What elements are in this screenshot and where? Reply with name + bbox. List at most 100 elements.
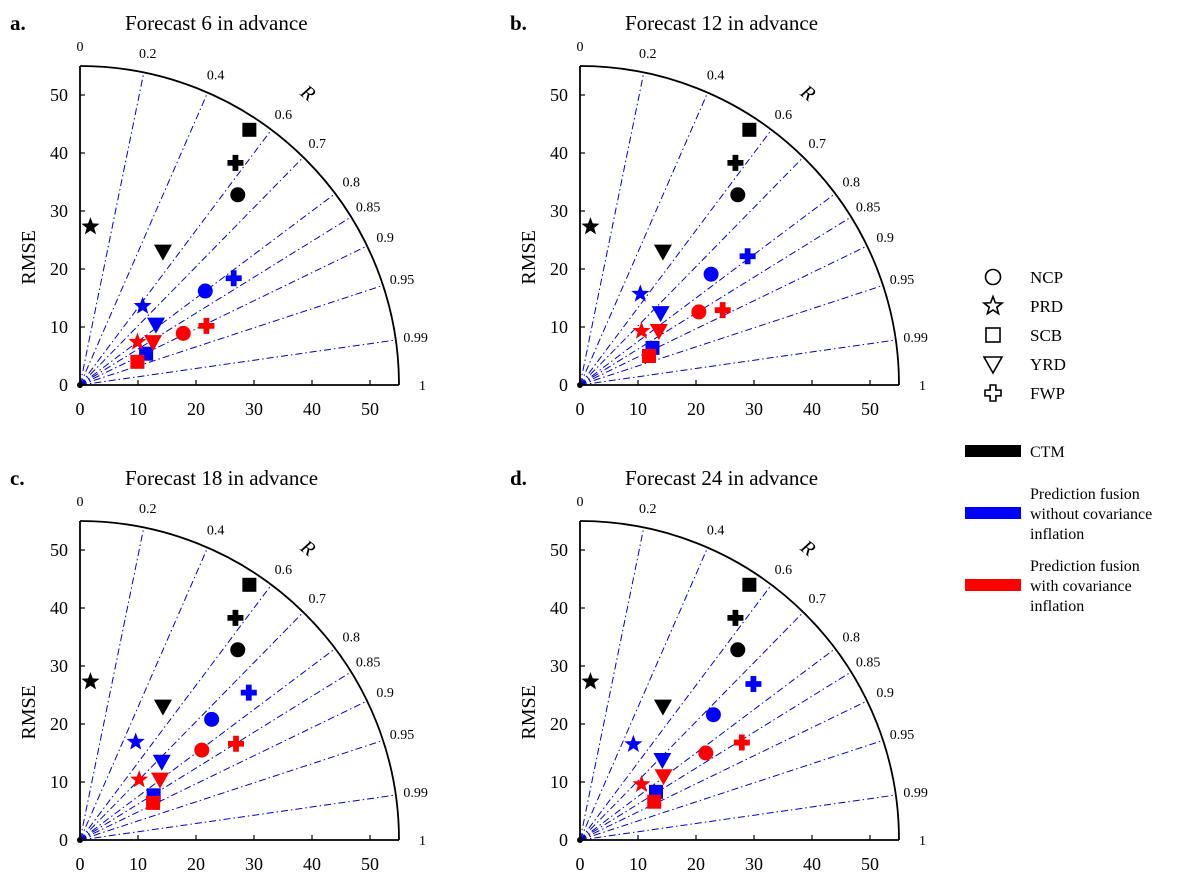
correlation-ray bbox=[579, 193, 836, 386]
legend-region-label: NCP bbox=[1030, 268, 1063, 287]
x-tick-label: 30 bbox=[745, 399, 763, 419]
data-point-prd bbox=[581, 217, 600, 235]
origin-point bbox=[77, 382, 83, 388]
panel-letter: d. bbox=[510, 466, 527, 490]
data-point-scb bbox=[146, 795, 161, 810]
correlation-tick-label: 0.95 bbox=[890, 728, 915, 743]
data-point-ncp bbox=[230, 187, 246, 203]
legend-prd-marker bbox=[981, 294, 1005, 316]
legend-method-swatch bbox=[965, 507, 1021, 519]
data-point-ncp bbox=[698, 745, 714, 761]
correlation-ray bbox=[579, 156, 804, 386]
data-point-scb bbox=[242, 577, 257, 592]
legend-method-swatch bbox=[965, 579, 1021, 591]
correlation-tick-label: 0.9 bbox=[376, 231, 394, 246]
correlation-tick-label: 0.2 bbox=[139, 502, 157, 517]
data-point-ncp bbox=[204, 711, 220, 727]
data-point-yrd bbox=[153, 244, 172, 261]
y-tick-label: 10 bbox=[50, 772, 68, 792]
legend-region-label: FWP bbox=[1030, 384, 1065, 403]
panel-title: Forecast 12 in advance bbox=[625, 11, 818, 35]
data-point-ncp bbox=[703, 266, 719, 282]
data-point-scb bbox=[742, 577, 757, 592]
series-points bbox=[133, 270, 242, 361]
correlation-ray bbox=[79, 156, 304, 386]
y-tick-label: 50 bbox=[50, 85, 68, 105]
correlation-tick-label: 0.6 bbox=[275, 563, 293, 578]
correlation-tick-label: 0.7 bbox=[809, 137, 827, 152]
correlation-ray bbox=[579, 700, 868, 841]
data-point-prd bbox=[632, 774, 651, 793]
y-tick-label: 30 bbox=[550, 656, 568, 676]
legend-method-label: with covariance bbox=[1030, 578, 1132, 595]
data-point-fwp bbox=[227, 609, 244, 626]
correlation-axis-label: R bbox=[295, 535, 319, 560]
y-tick-label: 20 bbox=[550, 714, 568, 734]
legend: NCP PRD SCB YRD FWP CTM Prediction fusion witho… bbox=[965, 268, 1152, 615]
y-tick-label: 30 bbox=[50, 656, 68, 676]
series-points bbox=[581, 122, 757, 261]
correlation-ray bbox=[579, 72, 645, 386]
x-tick-label: 40 bbox=[803, 854, 821, 874]
data-point-prd bbox=[81, 217, 100, 235]
data-point-fwp bbox=[240, 684, 257, 701]
correlation-axis-label: R bbox=[295, 80, 319, 105]
y-tick-label: 30 bbox=[550, 201, 568, 221]
data-point-scb bbox=[242, 122, 257, 137]
y-tick-label: 20 bbox=[50, 259, 68, 279]
correlation-ray bbox=[579, 129, 772, 386]
y-tick-label: 40 bbox=[550, 598, 568, 618]
y-tick-label: 0 bbox=[59, 375, 68, 395]
correlation-tick-label: 1 bbox=[919, 379, 926, 394]
data-point-ncp bbox=[691, 304, 707, 320]
series-points bbox=[632, 302, 731, 363]
series-points bbox=[130, 735, 245, 810]
y-tick-label: 0 bbox=[559, 830, 568, 850]
correlation-ray bbox=[79, 129, 272, 386]
correlation-ray bbox=[79, 648, 336, 841]
data-point-ncp bbox=[705, 707, 721, 723]
y-tick-label: 40 bbox=[50, 143, 68, 163]
data-point-yrd bbox=[653, 244, 672, 261]
series-points bbox=[81, 577, 257, 716]
correlation-ray bbox=[579, 547, 709, 841]
correlation-tick-label: 0.8 bbox=[842, 631, 860, 646]
legend-method-swatch bbox=[965, 445, 1021, 457]
y-tick-label: 0 bbox=[59, 830, 68, 850]
data-point-yrd bbox=[653, 752, 672, 769]
y-axis-label: RMSE bbox=[18, 685, 40, 739]
correlation-tick-label: 0.2 bbox=[139, 47, 157, 62]
data-point-fwp bbox=[727, 154, 744, 171]
x-tick-label: 40 bbox=[303, 399, 321, 419]
data-point-fwp bbox=[228, 735, 245, 752]
data-point-fwp bbox=[227, 154, 244, 171]
x-tick-label: 40 bbox=[803, 399, 821, 419]
y-axis-label: RMSE bbox=[18, 230, 40, 284]
legend-region-label: PRD bbox=[1030, 297, 1063, 316]
data-point-ncp bbox=[197, 283, 213, 299]
correlation-tick-label: 0.7 bbox=[809, 592, 827, 607]
y-tick-label: 50 bbox=[550, 540, 568, 560]
correlation-tick-label: 0.95 bbox=[390, 273, 415, 288]
legend-method-label: Prediction fusion bbox=[1030, 558, 1140, 575]
correlation-tick-label: 0.99 bbox=[403, 786, 428, 801]
correlation-ray bbox=[579, 794, 896, 841]
legend-method-label: Prediction fusion bbox=[1030, 486, 1140, 503]
y-tick-label: 10 bbox=[50, 317, 68, 337]
data-point-ncp bbox=[175, 325, 191, 341]
x-tick-label: 30 bbox=[245, 854, 263, 874]
outer-arc bbox=[579, 65, 900, 386]
correlation-ray bbox=[579, 527, 645, 841]
data-point-prd bbox=[581, 672, 600, 690]
taylor-panel: d. Forecast 24 in advance 0 0.2 0.4 0.6 0.7 0.8… bbox=[510, 466, 928, 874]
x-tick-label: 0 bbox=[76, 399, 85, 419]
legend-fwp-marker bbox=[984, 384, 1002, 402]
data-point-prd bbox=[631, 284, 650, 302]
data-point-fwp bbox=[739, 248, 756, 265]
origin-point bbox=[577, 382, 583, 388]
x-tick-label: 20 bbox=[687, 854, 705, 874]
correlation-tick-label: 0.85 bbox=[856, 200, 881, 215]
x-tick-label: 0 bbox=[576, 399, 585, 419]
correlation-tick-label: 0.4 bbox=[707, 68, 725, 83]
data-point-fwp bbox=[733, 734, 750, 751]
